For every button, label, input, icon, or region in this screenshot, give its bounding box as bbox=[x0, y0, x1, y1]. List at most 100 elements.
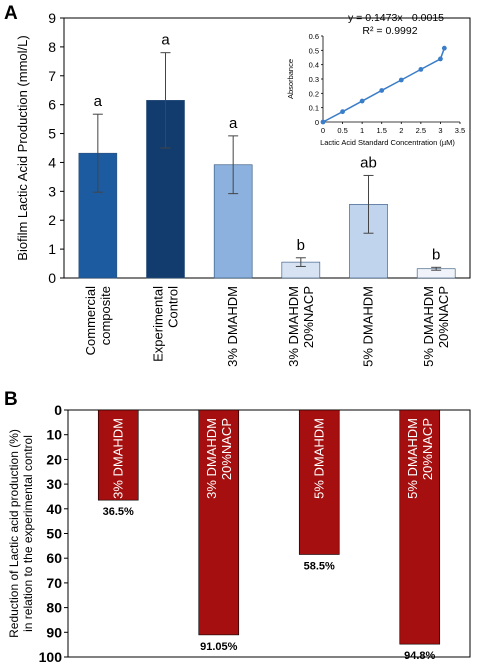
category-label-line: 3% DMAHDM bbox=[286, 286, 301, 367]
y-tick-label: 50 bbox=[46, 526, 62, 542]
inset-data-point bbox=[418, 66, 424, 72]
category-label-line: 5% DMAHDM bbox=[311, 418, 326, 499]
significance-letter: b bbox=[297, 237, 305, 254]
category-label-line: 5% DMAHDM bbox=[421, 286, 436, 367]
y-tick-label: 8 bbox=[48, 39, 56, 55]
category-label: 3% DMAHDM20%NACP bbox=[204, 418, 234, 499]
inset-data-point bbox=[340, 109, 345, 115]
y-tick-label: 4 bbox=[48, 154, 56, 170]
y-tick-label: 0 bbox=[48, 270, 56, 286]
inset-data-point bbox=[398, 77, 404, 83]
inset-data-point bbox=[379, 88, 385, 93]
category-label-line: composite bbox=[98, 286, 113, 345]
inset-r-squared: R² = 0.9992 bbox=[362, 25, 417, 37]
value-label: 58.5% bbox=[304, 560, 335, 572]
significance-letter: a bbox=[161, 32, 170, 49]
inset-x-axis-label: Lactic Acid Standard Concentration (µM) bbox=[320, 138, 455, 147]
category-label-line: 3% DMAHDM bbox=[110, 418, 125, 499]
inset-data-point bbox=[320, 119, 326, 125]
category-label: ExperimentalControl bbox=[151, 286, 181, 362]
inset-x-tick-label: 2 bbox=[399, 126, 403, 135]
inset-y-tick-label: 0.4 bbox=[309, 61, 319, 70]
y-tick-label: 70 bbox=[46, 575, 62, 591]
category-label-line: 3% DMAHDM bbox=[225, 286, 240, 367]
category-label-line: Control bbox=[166, 286, 181, 328]
category-label: 5% DMAHDM20%NACP bbox=[421, 286, 451, 367]
category-label: 3% DMAHDM bbox=[225, 286, 240, 367]
y-axis-label-line: in relation to the experimental control bbox=[21, 435, 35, 632]
y-tick-label: 60 bbox=[46, 550, 62, 566]
category-label-line: 20%NACP bbox=[420, 418, 435, 480]
y-tick-label: 2 bbox=[48, 212, 56, 228]
category-label-line: 5% DMAHDM bbox=[405, 418, 420, 499]
y-tick-label: 0 bbox=[54, 402, 62, 418]
inset-data-point bbox=[359, 98, 365, 104]
inset-x-tick-label: 3.5 bbox=[455, 126, 465, 135]
bar bbox=[298, 409, 340, 555]
value-label: 36.5% bbox=[103, 506, 134, 518]
y-tick-label: 30 bbox=[46, 476, 62, 492]
inset-y-tick-label: 0.1 bbox=[309, 104, 319, 113]
y-tick-label: 10 bbox=[46, 427, 62, 443]
category-label: 3% DMAHDM bbox=[110, 418, 125, 499]
category-label: 3% DMAHDM20%NACP bbox=[286, 286, 316, 367]
inset-data-point bbox=[441, 45, 447, 51]
y-tick-label: 40 bbox=[46, 501, 62, 517]
panel-label-b: B bbox=[4, 389, 18, 410]
inset-y-tick-label: 0.5 bbox=[309, 46, 319, 55]
category-label-line: Experimental bbox=[151, 286, 166, 362]
y-tick-label: 1 bbox=[48, 241, 56, 257]
inset-x-tick-label: 0 bbox=[321, 126, 325, 135]
y-axis-label: Reduction of Lactic acid production (%)i… bbox=[7, 429, 35, 638]
bar bbox=[213, 164, 253, 279]
bar bbox=[399, 409, 441, 645]
category-label-line: 20%NACP bbox=[219, 418, 234, 480]
y-axis-label: Biofilm Lactic Acid Production (mmol/L) bbox=[15, 35, 30, 260]
inset-chart: 0 0.1 0.2 0.3 0.4 0.5 0.6 0 0.5 1 1.5 2 2.5 3 3.5Lacti… bbox=[286, 12, 465, 147]
y-tick-label: 9 bbox=[48, 10, 56, 26]
inset-data-point bbox=[438, 56, 443, 62]
y-axis-label-line: Reduction of Lactic acid production (%) bbox=[7, 429, 21, 638]
category-label-line: Commercial bbox=[83, 286, 98, 355]
significance-letter: ab bbox=[360, 154, 377, 171]
inset-series-line bbox=[322, 47, 446, 123]
inset-y-tick-label: 0 bbox=[315, 118, 319, 127]
inset-y-tick-label: 0.3 bbox=[309, 75, 319, 84]
category-label-line: 20%NACP bbox=[301, 286, 316, 348]
y-tick-label: 5 bbox=[48, 126, 56, 142]
bar bbox=[97, 409, 139, 501]
inset-x-tick-label: 1.5 bbox=[376, 126, 386, 135]
category-label-line: 20%NACP bbox=[436, 286, 451, 348]
inset-y-tick-label: 0.2 bbox=[309, 89, 319, 98]
category-label: Commercialcomposite bbox=[83, 286, 113, 355]
y-tick-label: 100 bbox=[39, 649, 63, 662]
y-tick-label: 6 bbox=[48, 97, 56, 113]
plot-frame bbox=[63, 17, 471, 279]
inset-y-axis-label: Absorbance bbox=[286, 59, 295, 99]
inset-x-tick-label: 2.5 bbox=[416, 126, 426, 135]
category-label: 5% DMAHDM bbox=[311, 418, 326, 499]
inset-x-tick-label: 3 bbox=[438, 126, 442, 135]
value-label: 91.05% bbox=[200, 641, 238, 653]
panel-label-a: A bbox=[4, 3, 18, 24]
inset-x-tick-label: 0.5 bbox=[337, 126, 347, 135]
inset-equation: y = 0.1473x - 0.0015 bbox=[348, 12, 444, 24]
y-tick-label: 20 bbox=[46, 451, 62, 467]
chart-b: 0 10 20 30 40 50 60 70 80 90 100 Reduction of Lacti… bbox=[7, 402, 471, 662]
category-label-line: 3% DMAHDM bbox=[204, 418, 219, 499]
y-tick-label: 90 bbox=[46, 624, 62, 640]
y-tick-label: 7 bbox=[48, 68, 56, 84]
category-label: 5% DMAHDM20%NACP bbox=[405, 418, 435, 499]
significance-letter: a bbox=[229, 115, 238, 132]
significance-letter: a bbox=[94, 93, 103, 110]
inset-y-tick-label: 0.6 bbox=[309, 32, 319, 41]
y-tick-label: 80 bbox=[46, 600, 62, 616]
category-label-line: 5% DMAHDM bbox=[361, 286, 376, 367]
value-label: 94.8% bbox=[404, 650, 435, 662]
bar bbox=[198, 409, 240, 636]
chart-a: 0 1 2 3 4 5 6 7 8 9 Biofilm Lactic Acid Production… bbox=[15, 10, 471, 367]
significance-letter: b bbox=[432, 246, 440, 263]
y-tick-label: 3 bbox=[48, 183, 56, 199]
category-label: 5% DMAHDM bbox=[361, 286, 376, 367]
